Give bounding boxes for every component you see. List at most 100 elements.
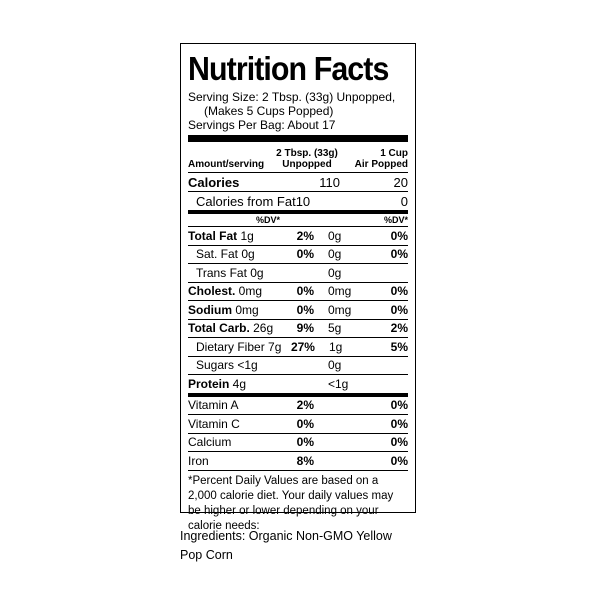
divider (188, 226, 408, 227)
calories-name: Calories (188, 174, 240, 190)
nutrient-name: Dietary Fiber 7g (188, 340, 281, 354)
nutrient-dv1: 2% (296, 228, 314, 243)
nutrient-name: Protein 4g (188, 377, 280, 391)
nutrient-amount: 1g (237, 228, 254, 243)
col2-header: 1 Cup Air Popped (340, 148, 408, 170)
divider (188, 281, 408, 283)
medium-divider (188, 392, 408, 397)
nutrient-label: Total Carb. (188, 321, 250, 336)
nutrient-amount: 0mg (232, 302, 259, 317)
nutrient-dv1: 27% (290, 339, 315, 354)
nutrient-row: Total Carb. 26g 9% 5g 2% (188, 320, 408, 338)
vitamin-dv2: 0% (390, 398, 408, 413)
divider (188, 244, 408, 246)
vitamin-name: Vitamin C (188, 416, 240, 431)
nutrient-name: Total Carb. 26g (188, 321, 280, 335)
nutrient-label: Sugars (196, 358, 235, 373)
nutrient-dv1: 0% (296, 247, 314, 262)
nutrient-amount: 26g (249, 321, 274, 336)
col2-header-line2: Air Popped (354, 159, 408, 170)
col1-header: 2 Tbsp. (33g) Unpopped (274, 148, 340, 170)
nutrient-row: Trans Fat 0g 0g (188, 264, 408, 282)
col1-header-line2: Unpopped (282, 159, 332, 170)
ingredients-text: Ingredients: Organic Non-GMO Yellow Pop … (180, 529, 392, 562)
servings-per-bag: Servings Per Bag: About 17 (188, 118, 336, 132)
calories-row: Calories 110 20 (188, 173, 408, 191)
calories-v1: 110 (319, 174, 340, 190)
nutrient-name: Cholest. 0mg (188, 284, 280, 298)
nutrient-name: Sat. Fat 0g (188, 247, 280, 261)
nutrient-amount2: 0g (328, 265, 342, 280)
thick-divider (188, 135, 408, 142)
calories-fat-v2: 0 (400, 193, 408, 209)
nutrient-dv2: 0% (390, 284, 408, 299)
vitamin-name: Calcium (188, 435, 232, 450)
nutrient-dv1: 9% (296, 321, 314, 336)
nutrient-name: Sodium 0mg (188, 303, 280, 317)
nutrient-label: Cholest. (188, 284, 236, 299)
vitamin-list: Vitamin A 2% 0% Vitamin C 0% 0% Calcium 0% 0% Iro… (188, 397, 408, 471)
nutrient-label: Trans Fat (196, 265, 247, 280)
nutrient-amount2: <1g (328, 376, 349, 391)
nutrient-dv1: 0% (296, 302, 314, 317)
nutrient-row: Sat. Fat 0g 0% 0g 0% (188, 246, 408, 264)
divider (188, 300, 408, 301)
serving-info: Serving Size: 2 Tbsp. (33g) Unpopped, (M… (188, 90, 408, 132)
vitamin-row: Vitamin C 0% 0% (188, 415, 408, 433)
dv-header-row: %DV* %DV* (188, 214, 408, 226)
nutrient-dv2: 2% (390, 321, 408, 336)
divider (188, 318, 408, 320)
divider (188, 469, 408, 471)
vitamin-row: Calcium 0% 0% (188, 434, 408, 452)
divider (188, 451, 408, 452)
nutrient-name: Trans Fat 0g (188, 266, 280, 280)
nutrient-amount: 0mg (235, 284, 263, 299)
vitamin-dv2: 0% (390, 416, 408, 431)
nutrient-amount2: 0mg (328, 284, 352, 299)
vitamin-dv1: 0% (296, 416, 314, 431)
nutrient-label: Sat. Fat (196, 247, 239, 262)
vitamin-dv1: 0% (296, 435, 314, 450)
vitamin-row: Vitamin A 2% 0% (188, 397, 408, 415)
nutrient-amount2: 5g (328, 321, 342, 336)
calories-fat-row: Calories from Fat 10 0 (188, 192, 408, 210)
nutrient-amount2: 0g (328, 358, 342, 373)
column-header: Amount/serving 2 Tbsp. (33g) Unpopped 1 … (188, 142, 408, 172)
dv-header-col2: %DV* (383, 215, 408, 225)
divider (188, 191, 408, 192)
nutrient-label: Protein (188, 376, 230, 391)
vitamin-dv1: 8% (296, 453, 314, 468)
nutrient-row: Total Fat 1g 2% 0g 0% (188, 227, 408, 245)
divider (188, 374, 408, 375)
label-title: Nutrition Facts (188, 50, 389, 87)
nutrient-label: Sodium (188, 302, 232, 317)
nutrient-dv2: 0% (390, 247, 408, 262)
nutrient-row: Protein 4g <1g (188, 375, 408, 393)
nutrient-dv1: 0% (296, 284, 314, 299)
nutrient-amount: 0g (246, 265, 264, 280)
nutrient-name: Sugars <1g (188, 358, 280, 372)
nutrient-amount: 0g (238, 247, 255, 262)
vitamin-dv1: 2% (296, 398, 314, 413)
nutrient-amount2: 1g (328, 339, 343, 354)
vitamin-name: Vitamin A (188, 398, 239, 413)
nutrient-amount2: 0g (328, 228, 342, 243)
nutrient-amount2: 0g (328, 247, 342, 262)
divider (188, 263, 408, 264)
nutrient-label: Total Fat (188, 228, 238, 243)
vitamin-name: Iron (188, 453, 209, 468)
nutrition-label: Nutrition Facts Serving Size: 2 Tbsp. (3… (180, 43, 416, 532)
vitamin-dv2: 0% (390, 453, 408, 468)
calories-fat-name: Calories from Fat (196, 193, 296, 209)
medium-divider (188, 210, 408, 214)
nutrient-amount2: 0mg (328, 302, 352, 317)
vitamin-row: Iron 8% 0% (188, 452, 408, 470)
serving-size-line2: (Makes 5 Cups Popped) (204, 104, 334, 118)
nutrient-row: Cholest. 0mg 0% 0mg 0% (188, 283, 408, 301)
nutrient-dv2: 0% (390, 228, 408, 243)
divider (188, 432, 408, 434)
calories-fat-v1: 10 (295, 193, 311, 209)
nutrient-dv2: 5% (390, 339, 408, 354)
nutrient-amount: <1g (234, 358, 258, 373)
nutrient-list: Total Fat 1g 2% 0g 0% Sat. Fat 0g 0% 0g 0% Trans… (188, 227, 408, 393)
